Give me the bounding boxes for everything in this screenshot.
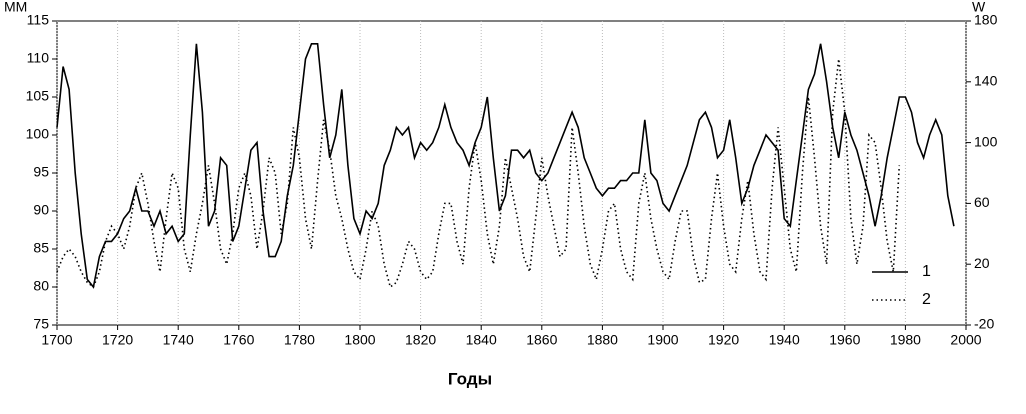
x-tick-label: 1960 [829,332,860,348]
x-tick-label: 1820 [405,332,436,348]
x-tick-label: 1940 [769,332,800,348]
y-tick-label: 90 [33,202,49,218]
x-tick-label: 1900 [647,332,678,348]
legend-label: 2 [922,291,931,308]
y2-tick-label: 140 [974,73,998,89]
x-tick-label: 1880 [587,332,618,348]
x-tick-label: 1720 [102,332,133,348]
x-tick-label: 1740 [163,332,194,348]
x-tick-label: 2000 [950,332,981,348]
x-tick-label: 1860 [526,332,557,348]
y-tick-label: 80 [33,278,49,294]
y2-tick-label: 180 [974,12,998,28]
x-tick-label: 1760 [223,332,254,348]
y-tick-label: 95 [33,164,49,180]
x-tick-label: 1800 [344,332,375,348]
y-tick-label: 110 [27,50,50,66]
y-axis-label: ММ [4,0,27,15]
y-tick-label: 105 [26,88,50,104]
y2-tick-label: 20 [974,255,990,271]
y2-tick-label: -20 [974,316,994,332]
y2-tick-label: 100 [974,133,998,149]
y2-tick-label: 60 [974,194,990,210]
y-tick-label: 100 [26,126,50,142]
x-tick-label: 1780 [284,332,315,348]
y-tick-label: 85 [33,240,49,256]
series-line [56,58,901,289]
series-line [56,43,955,289]
y-tick-label: 115 [27,12,50,28]
x-tick-label: 1920 [708,332,739,348]
x-tick-label: 1700 [41,332,72,348]
x-axis-label: Годы [448,369,492,388]
x-tick-label: 1980 [890,332,921,348]
y2-axis-label: W [972,0,986,15]
x-tick-label: 1840 [466,332,497,348]
legend-label: 1 [922,263,931,280]
y-tick-label: 75 [33,316,49,332]
